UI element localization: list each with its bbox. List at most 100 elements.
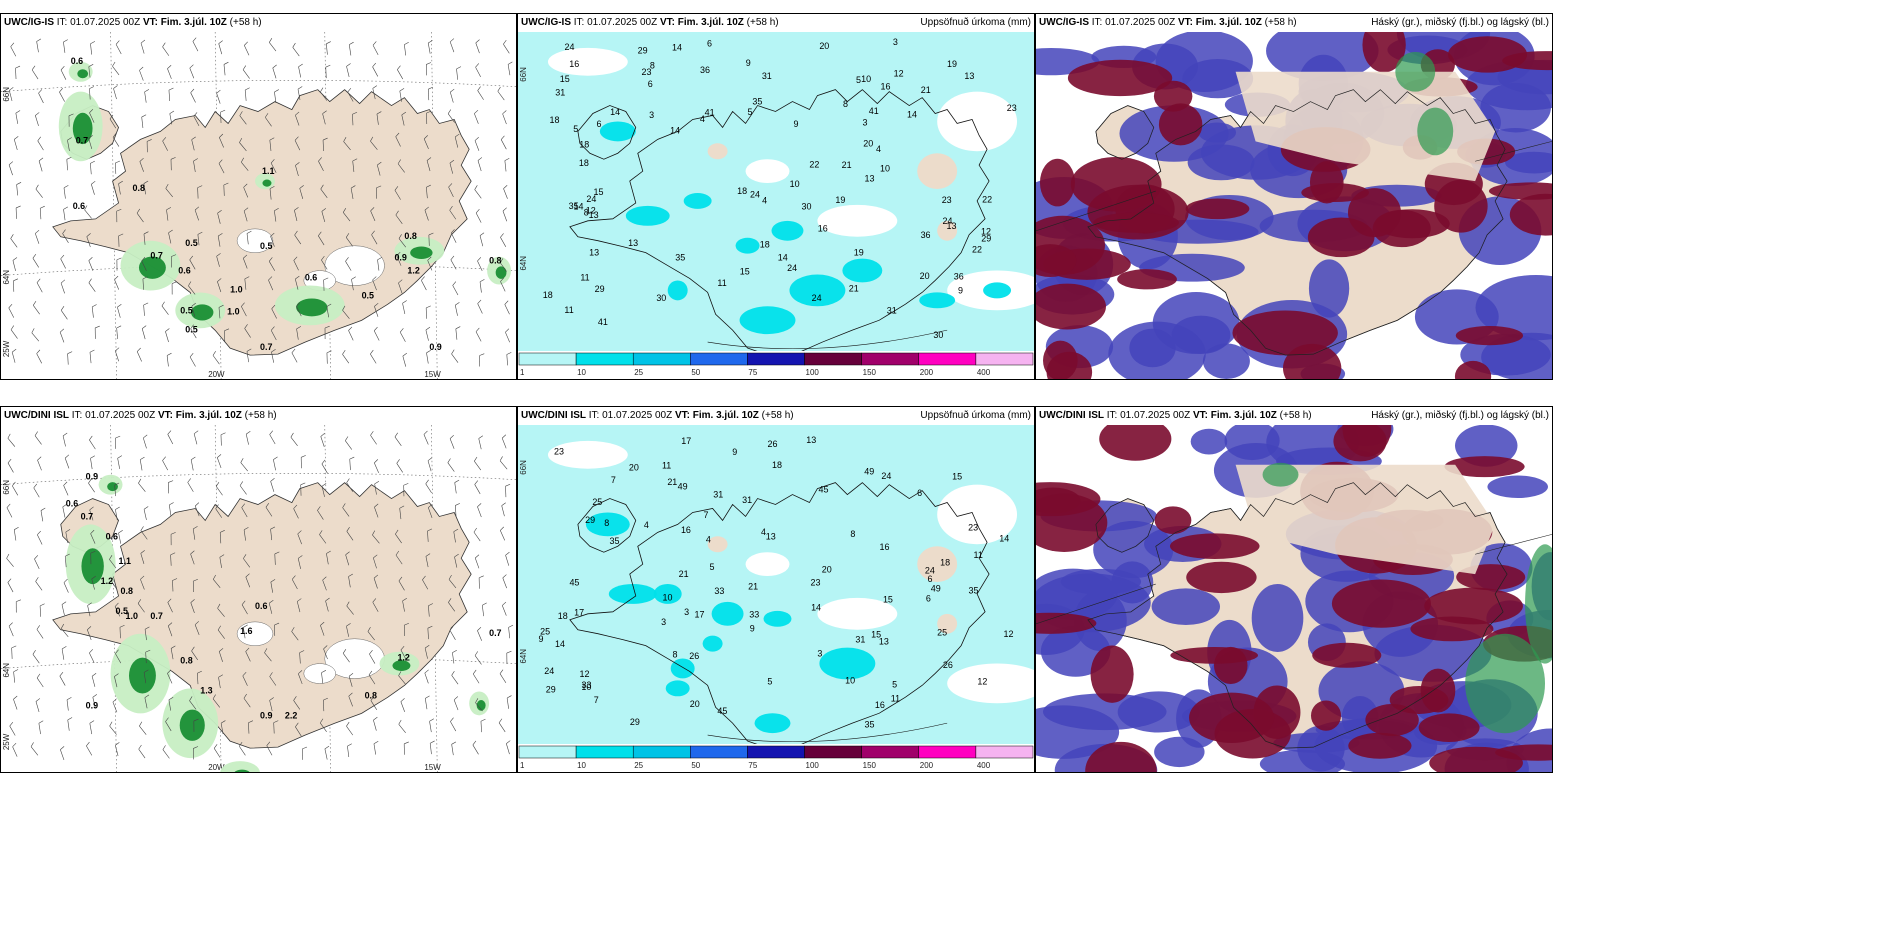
wind-barb <box>190 88 196 103</box>
value-label: 0.6 <box>178 266 190 276</box>
wind-barb <box>218 648 224 662</box>
wind-barb <box>298 670 303 685</box>
wind-barb <box>342 208 351 222</box>
wind-barb <box>274 208 279 222</box>
wind-barb <box>345 233 353 247</box>
value-label: 3 <box>817 649 822 659</box>
panel-right-title: Uppsöfnuð úrkoma (mm) <box>920 410 1031 421</box>
wind-barb <box>241 600 248 615</box>
dry-land <box>707 143 728 160</box>
value-label: 21 <box>849 283 859 293</box>
precip-heavy <box>735 237 760 254</box>
wind-barb <box>273 456 278 471</box>
value-label: 4 <box>700 114 705 124</box>
wind-barb <box>89 720 95 735</box>
wind-barb <box>456 66 462 80</box>
mid-cloud <box>1046 351 1093 379</box>
wind-barb <box>241 302 247 317</box>
low-cloud <box>1251 583 1304 653</box>
wind-barb <box>136 208 144 223</box>
wind-barb <box>115 649 122 664</box>
value-label: 14 <box>907 110 917 120</box>
wind-barb <box>296 302 302 317</box>
wind-barb <box>167 669 173 684</box>
wind-barb <box>6 503 13 518</box>
wind-barb <box>248 720 254 734</box>
wind-barb <box>499 258 507 272</box>
value-label: 18 <box>579 158 589 168</box>
value-label: 12 <box>977 676 987 686</box>
wind-barb <box>10 42 17 57</box>
wind-barb <box>291 348 298 363</box>
wind-barb <box>7 458 14 473</box>
value-label: 24 <box>942 216 952 226</box>
value-label: 7 <box>703 510 708 520</box>
wind-barb <box>426 350 431 364</box>
colorbar-segment <box>690 352 748 366</box>
value-label: 31 <box>855 635 865 645</box>
wind-barb <box>450 229 457 243</box>
low-cloud <box>1475 274 1552 341</box>
wind-barb <box>91 304 97 318</box>
wind-barb <box>88 64 94 78</box>
precip-heavy <box>842 258 883 283</box>
wind-barb <box>116 208 122 223</box>
mid-cloud <box>1310 700 1342 731</box>
wind-barb <box>61 601 67 616</box>
wind-barb <box>139 66 144 81</box>
wind-barb <box>215 482 223 496</box>
wind-barb <box>270 478 275 492</box>
value-label: 16 <box>681 525 691 535</box>
precip-core <box>191 304 214 321</box>
colorbar-segment <box>861 745 920 759</box>
value-label: 15 <box>871 630 881 640</box>
value-label: 0.8 <box>132 183 144 193</box>
precip-core <box>129 657 156 694</box>
wind-barb <box>193 746 199 760</box>
wind-barb <box>112 698 118 713</box>
wind-barb <box>171 281 177 295</box>
wind-barb <box>143 180 149 195</box>
wind-barb <box>109 114 117 129</box>
colorbar-tick: 1 <box>520 761 525 770</box>
wind-barb <box>67 137 72 151</box>
land-clear <box>1235 464 1496 575</box>
wind-barb <box>13 278 19 292</box>
low-cloud <box>1151 588 1221 625</box>
value-label: 22 <box>982 195 992 205</box>
wind-barb <box>91 673 97 687</box>
glacier <box>236 621 274 646</box>
wind-barb <box>115 506 120 521</box>
wind-barb <box>217 210 222 224</box>
wind-barb <box>162 745 170 759</box>
wind-barb <box>90 41 96 55</box>
precip-heavy <box>585 512 630 537</box>
wind-barb <box>346 721 354 736</box>
wind-barb <box>372 62 379 77</box>
value-label: 1.0 <box>126 611 138 621</box>
wind-barb <box>63 39 68 53</box>
wind-barb <box>321 255 328 270</box>
wind-barb <box>171 254 177 268</box>
wind-barb <box>478 435 484 450</box>
wind-barb <box>243 183 249 198</box>
mid-cloud <box>1036 482 1101 517</box>
wind-barb <box>402 597 407 612</box>
wind-barb <box>65 529 71 543</box>
value-label: 30 <box>656 293 666 303</box>
iceland-outline <box>569 482 990 744</box>
wind-barb <box>506 695 512 709</box>
wind-barb <box>35 229 40 244</box>
wind-barb <box>474 456 482 471</box>
wind-barb <box>162 456 169 471</box>
wind-barb <box>404 41 409 56</box>
wind-barb <box>294 207 299 221</box>
value-label: 18 <box>737 186 747 196</box>
wind-barb <box>507 61 513 76</box>
colorbar-tick: 400 <box>977 761 991 770</box>
value-label: 0.6 <box>66 499 78 509</box>
wind-barb <box>169 110 175 125</box>
wind-barb <box>35 184 43 198</box>
wind-barb <box>403 741 409 755</box>
colorbar-segment <box>918 745 977 759</box>
